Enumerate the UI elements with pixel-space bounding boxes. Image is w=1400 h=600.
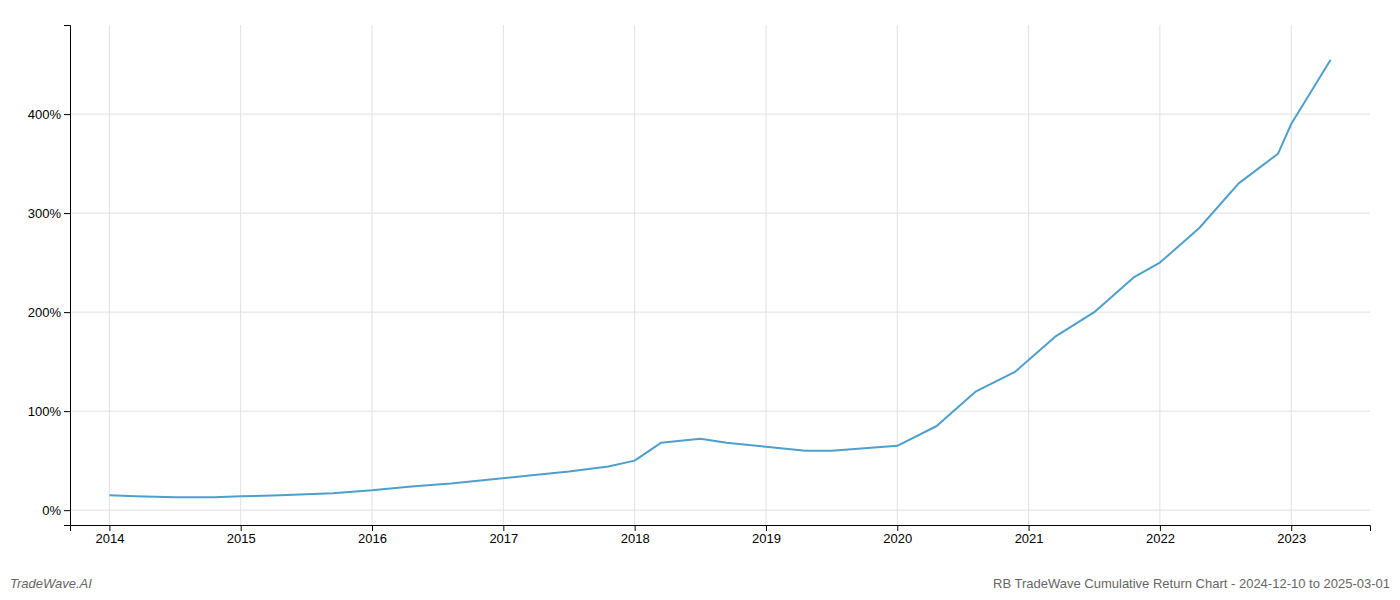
grid (70, 25, 1370, 525)
tick: 2014 (95, 525, 124, 546)
tick-mark (64, 213, 70, 214)
plot-area: 2014 2015 2016 2017 2018 2019 2020 2021 2022 2023… (28, 25, 1371, 546)
tick-label: 2014 (95, 531, 124, 546)
tick-label: 2018 (621, 531, 650, 546)
tick-mark (1291, 525, 1292, 531)
tick: 2022 (1146, 525, 1175, 546)
grid-line (70, 411, 1370, 412)
tick-mark (372, 525, 373, 531)
series-group (109, 60, 1330, 498)
tick-mark (766, 525, 767, 531)
grid-line (1291, 25, 1292, 525)
tick-label: 200% (28, 305, 62, 320)
tick: 2017 (489, 525, 518, 546)
tick-label: 2021 (1015, 531, 1044, 546)
tick-mark (635, 525, 636, 531)
grid-line (503, 25, 504, 525)
tick-label: 2020 (883, 531, 912, 546)
tick: 2018 (621, 525, 650, 546)
tick: 100% (28, 404, 70, 419)
tick-label: 300% (28, 206, 62, 221)
grid-line (897, 25, 898, 525)
tick: 2016 (358, 525, 387, 546)
tick-label: 2017 (489, 531, 518, 546)
tick-mark (1029, 525, 1030, 531)
annotation: TradeWave.AI (10, 576, 92, 591)
tick-label: 400% (28, 107, 62, 122)
tick-mark (64, 312, 70, 313)
grid-line (765, 25, 766, 525)
grid-line (70, 312, 1370, 313)
tick-mark (503, 525, 504, 531)
axis-line (71, 526, 1371, 532)
tick: 2019 (752, 525, 781, 546)
grid-line (70, 510, 1370, 511)
x-axis: 2014 2015 2016 2017 2018 2019 2020 2021 2022 2023 (71, 525, 1371, 546)
tick-label: 2022 (1146, 531, 1175, 546)
tick-label: 2016 (358, 531, 387, 546)
tick: 2020 (883, 525, 912, 546)
grid-line (109, 25, 110, 525)
tick: 300% (28, 206, 70, 221)
grid-line (372, 25, 373, 525)
tick: 2023 (1277, 525, 1306, 546)
grid-line (70, 213, 1370, 214)
tick-mark (897, 525, 898, 531)
tick-mark (1160, 525, 1161, 531)
series-line (109, 60, 1330, 498)
grid-line (240, 25, 241, 525)
y-axis: 0% 100% 200% 300% 400% (28, 26, 71, 526)
axis-line (64, 26, 71, 526)
tick: 2015 (227, 525, 256, 546)
tick-mark (109, 525, 110, 531)
tick-mark (64, 114, 70, 115)
tick: 0% (42, 503, 70, 518)
tick-label: 2019 (752, 531, 781, 546)
tick-mark (64, 510, 70, 511)
tick-label: 100% (28, 404, 62, 419)
grid-line (1159, 25, 1160, 525)
tick-mark (64, 411, 70, 412)
grid-line (1028, 25, 1029, 525)
title: RB TradeWave Cumulative Return Chart - 2… (993, 576, 1390, 591)
tick: 2021 (1015, 525, 1044, 546)
tick-label: 2015 (227, 531, 256, 546)
tick: 200% (28, 305, 70, 320)
tick-mark (241, 525, 242, 531)
footer: TradeWave.AI RB TradeWave Cumulative Retu… (10, 576, 1390, 591)
chart: 2014 2015 2016 2017 2018 2019 2020 2021 2022 2023… (0, 0, 1400, 600)
tick-label: 2023 (1277, 531, 1306, 546)
grid-line (70, 114, 1370, 115)
grid-line (634, 25, 635, 525)
tick: 400% (28, 107, 70, 122)
tick-label: 0% (42, 503, 61, 518)
